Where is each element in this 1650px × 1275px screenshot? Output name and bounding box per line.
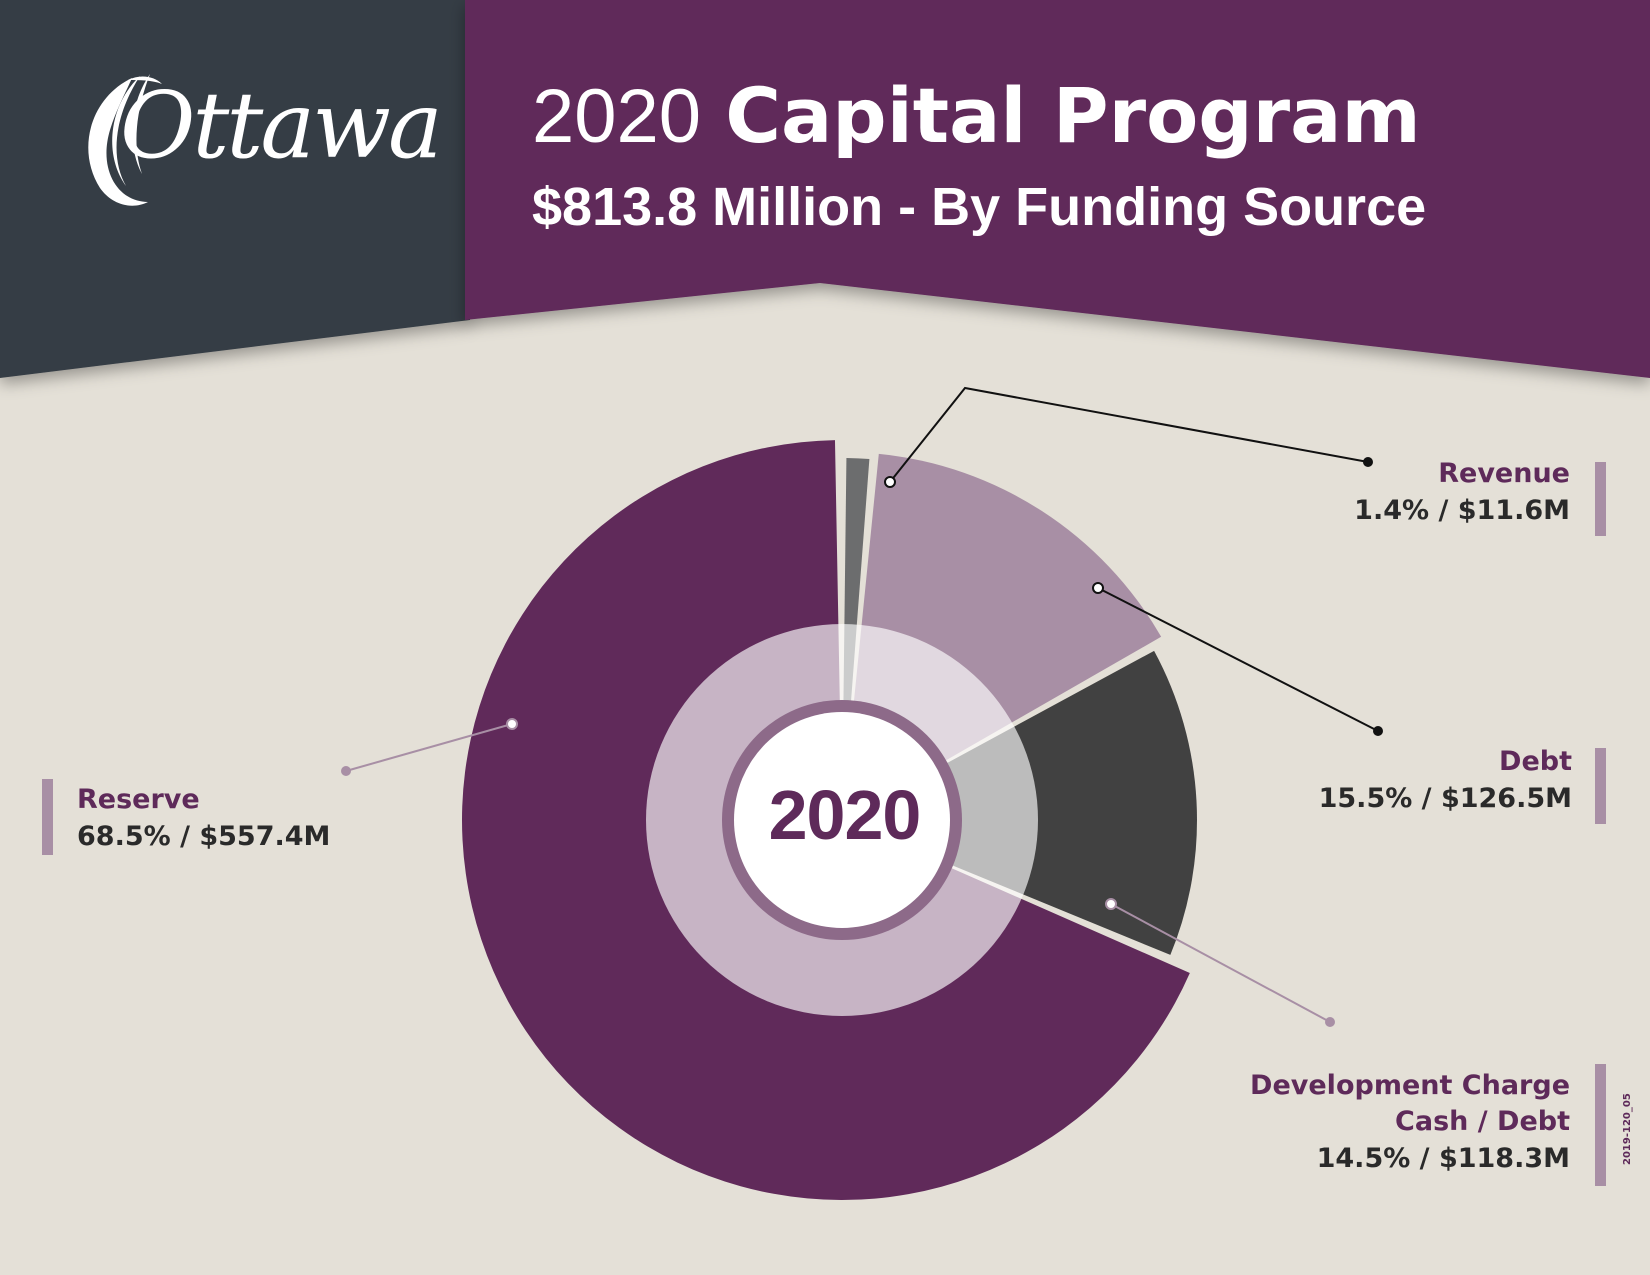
leader-dot-debt [1373, 726, 1383, 736]
leader-line-debt [1097, 587, 1379, 732]
leader-line-development-charge [1110, 903, 1331, 1023]
label-revenue-name: Revenue [1438, 458, 1570, 489]
document-code: 2019-120_05 [1622, 1093, 1633, 1165]
leader-dot-revenue [1363, 457, 1373, 467]
page-title: 2020 Capital Program [532, 78, 1421, 155]
page-subtitle: $813.8 Million - By Funding Source [532, 177, 1427, 237]
label-reserve: Reserve 68.5% / $557.4M [77, 782, 330, 856]
leader-anchor-reserve [506, 718, 518, 730]
label-debt-value: 15.5% / $126.5M [1318, 783, 1572, 814]
leader-anchor-revenue [884, 476, 896, 488]
center-label: 2020 [768, 776, 922, 854]
label-development-charge: Development Charge Cash / Debt 14.5% / $… [1250, 1068, 1570, 1178]
leader-line-reserve [345, 723, 513, 772]
label-revenue-value: 1.4% / $11.6M [1354, 495, 1570, 526]
label-revenue: Revenue 1.4% / $11.6M [1354, 456, 1570, 530]
accent-bar-development-charge [1595, 1064, 1606, 1186]
label-debt-name: Debt [1499, 746, 1572, 777]
label-reserve-value: 68.5% / $557.4M [77, 821, 331, 852]
label-reserve-name: Reserve [77, 784, 200, 815]
ottawa-logo: Ottawa [70, 70, 443, 220]
accent-bar-debt [1595, 748, 1606, 824]
accent-bar-revenue [1595, 462, 1606, 536]
logo-swoosh-icon [88, 74, 162, 206]
leader-line-revenue [889, 386, 1369, 483]
accent-bar-reserve [42, 779, 53, 855]
title-panel [465, 0, 1650, 378]
label-dc-value: 14.5% / $118.3M [1316, 1143, 1570, 1174]
leader-anchor-debt [1092, 582, 1104, 594]
label-debt: Debt 15.5% / $126.5M [1319, 744, 1572, 818]
label-dc-name-line1: Development Charge [1250, 1070, 1570, 1101]
title-year: 2020 [532, 74, 702, 159]
leader-anchor-development-charge [1105, 898, 1117, 910]
logo-wordmark: Ottawa [120, 72, 443, 179]
leader-dot-development-charge [1325, 1017, 1335, 1027]
title-main: Capital Program [725, 71, 1421, 160]
leader-dot-reserve [341, 766, 351, 776]
center-disc [734, 712, 950, 928]
label-dc-name-line2: Cash / Debt [1395, 1106, 1570, 1137]
